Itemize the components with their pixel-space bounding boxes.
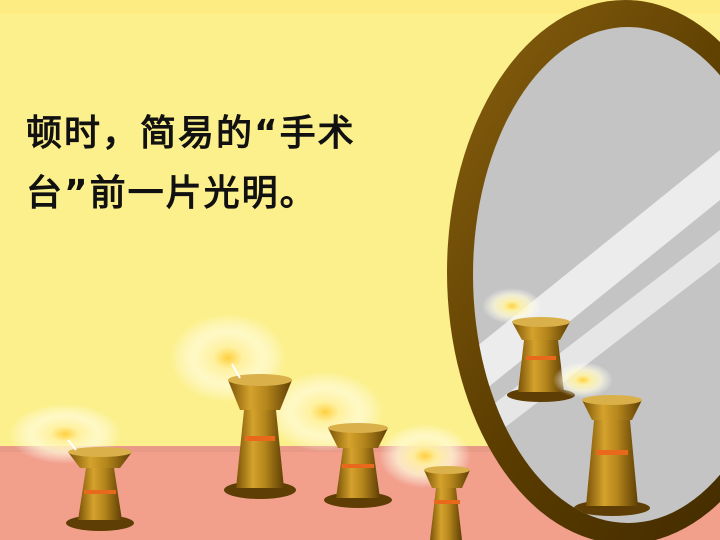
slide-caption: 顿时，简易的“手术 台”前一片光明。 <box>26 104 446 224</box>
caption-line-2: 台”前一片光明。 <box>26 173 318 214</box>
mirror <box>447 0 720 540</box>
mirror-shine-stripe-2 <box>473 230 720 462</box>
candlestick-3 <box>66 439 134 531</box>
wall-top-stripe <box>0 0 720 14</box>
reflected-candle-2 <box>553 362 650 516</box>
mirror-reflection <box>473 150 720 516</box>
reflected-candle-1 <box>482 288 575 402</box>
caption-line-1: 顿时，简易的“手术 <box>26 113 356 154</box>
candlestick-2 <box>324 423 392 508</box>
candlestick-4 <box>424 466 470 540</box>
candlestick-1 <box>224 363 296 499</box>
